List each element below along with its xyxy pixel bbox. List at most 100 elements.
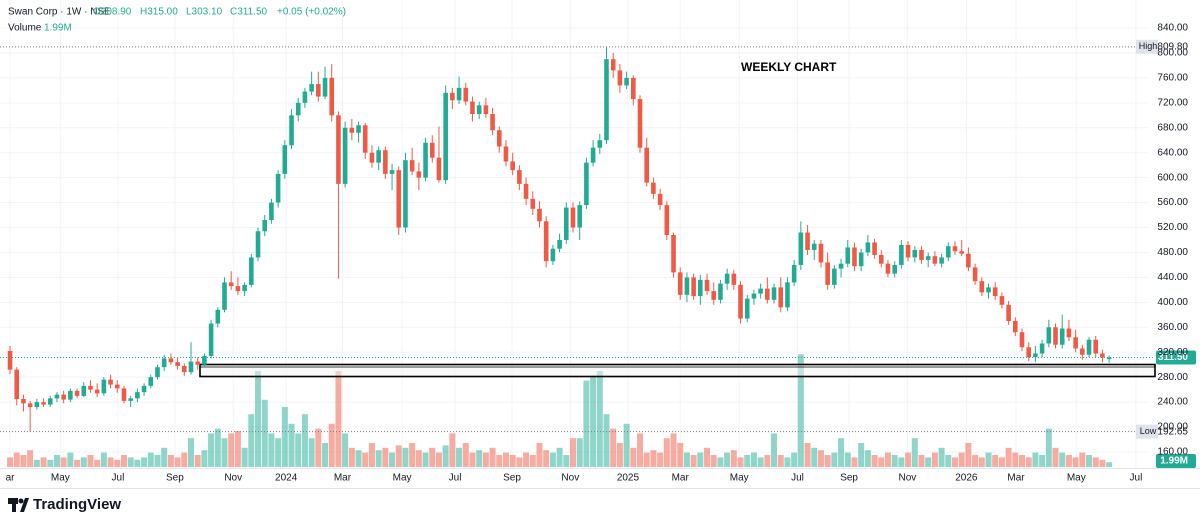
volume-bar (435, 452, 442, 467)
volume-title: Volume (8, 23, 42, 34)
candle-body (899, 244, 904, 265)
y-tick-label: 840.00 (1157, 23, 1188, 34)
volume-bar (925, 457, 932, 467)
candle-body (463, 87, 469, 102)
candle-body (215, 309, 221, 324)
volume-bar (590, 375, 597, 467)
candle-body (939, 257, 944, 264)
volume-bar (368, 443, 375, 467)
volume-bar (757, 457, 764, 467)
x-tick-label: Jul (449, 473, 462, 484)
candle-body (852, 247, 857, 267)
candle-body (932, 256, 938, 264)
candle-body (188, 361, 194, 373)
volume-bar (637, 433, 644, 467)
volume-bar (40, 457, 47, 467)
volume-bar (730, 450, 737, 467)
candle-body (496, 130, 502, 147)
candle-body (631, 77, 636, 100)
candle-body (704, 279, 710, 292)
volume-bar (322, 443, 329, 467)
candle-body (517, 170, 522, 184)
candle-body (818, 243, 824, 263)
candle-body (349, 127, 355, 133)
volume-bar (422, 452, 429, 467)
volume-bar (958, 452, 965, 467)
candle-body (590, 147, 596, 163)
volume-bar (147, 452, 154, 467)
volume-bar (120, 455, 127, 467)
y-tick-label: 200.00 (1157, 422, 1188, 433)
volume-bar (201, 450, 208, 467)
candle-body (811, 243, 817, 250)
candle-body (342, 127, 348, 184)
volume-bar (610, 428, 617, 467)
volume-bar (94, 459, 101, 467)
candle-body (376, 150, 381, 163)
candle-body (651, 182, 656, 194)
x-tick-label: May (393, 473, 412, 484)
volume-bar (462, 443, 469, 467)
volume-bar (214, 428, 221, 467)
y-tick-label: 560.00 (1157, 197, 1188, 208)
symbol-title: Swan Corp · 1W · NSE (8, 7, 111, 18)
candle-body (74, 390, 80, 396)
candle-body (262, 220, 268, 232)
x-tick-label: Nov (899, 473, 917, 484)
candle-body (858, 252, 864, 267)
candle-body (979, 281, 985, 293)
volume-bar (27, 450, 34, 467)
candle-body (698, 279, 703, 297)
candle-body (456, 87, 462, 101)
x-tick-label: May (730, 473, 749, 484)
y-tick-label: 160.00 (1157, 447, 1188, 458)
low-tag (1136, 424, 1160, 439)
volume-bar (951, 457, 958, 467)
candle-body (738, 284, 743, 319)
volume-bar (80, 457, 87, 467)
volume-bar (1079, 452, 1086, 467)
candle-body (61, 394, 66, 400)
volume-bar (355, 450, 362, 467)
candle-body (389, 170, 395, 174)
candle-body (121, 388, 127, 401)
volume-bar (7, 457, 14, 467)
volume-bar (616, 443, 623, 467)
candle-body (322, 77, 328, 97)
candle-body (671, 234, 676, 273)
volume-bar (1005, 447, 1012, 467)
volume-bar (167, 455, 174, 467)
volume-bar (704, 447, 711, 467)
volume-bar (174, 457, 181, 467)
x-tick-label: Nov (224, 473, 242, 484)
volume-bar (456, 447, 463, 467)
volume-bar (992, 455, 999, 467)
candle-body (718, 283, 723, 300)
candle-body (269, 202, 274, 221)
candle-body (450, 92, 455, 101)
candle-body (34, 402, 40, 408)
candle-body (992, 287, 998, 297)
volume-bar (74, 459, 81, 467)
volume-bar (187, 438, 194, 467)
volume-bar (811, 447, 818, 467)
volume-bar (838, 438, 845, 467)
volume-bar (603, 414, 610, 467)
y-tick-label: 800.00 (1157, 48, 1188, 59)
candle-body (1006, 304, 1011, 322)
legend-close: C311.50 (230, 7, 268, 18)
volume-bar (114, 459, 121, 467)
volume-bar (710, 455, 717, 467)
candle-body (550, 248, 556, 262)
grid-layer (0, 0, 1148, 468)
candle-body (1046, 327, 1052, 344)
candle-body (865, 242, 871, 253)
volume-bar (650, 450, 657, 467)
volume-bar (469, 452, 476, 467)
candle-body (54, 394, 60, 399)
candle-layer (7, 46, 1112, 432)
candle-body (416, 171, 422, 178)
x-tick-label: May (1067, 473, 1086, 484)
candle-body (758, 288, 763, 294)
volume-bar (911, 438, 918, 467)
